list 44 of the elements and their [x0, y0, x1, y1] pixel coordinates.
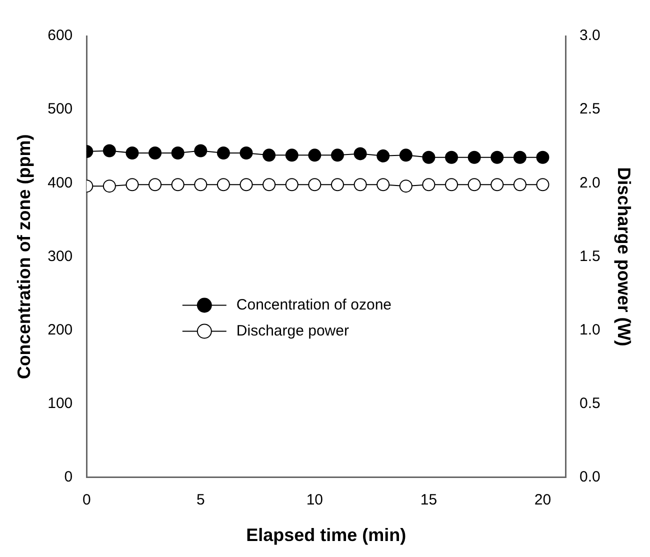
legend-label: Discharge power	[236, 322, 349, 340]
point	[102, 144, 116, 158]
y-tick-label: 600	[48, 27, 73, 44]
y2-tick-label: 2.0	[580, 174, 600, 192]
point	[240, 146, 253, 160]
y-tick-label: 500	[48, 100, 73, 118]
y2-tick-label: 2.5	[580, 100, 600, 118]
point	[376, 149, 390, 162]
point	[490, 150, 504, 164]
point	[536, 150, 550, 164]
x-tick-label: 20	[534, 492, 552, 509]
y-axis-title: Concentration of zone (ppm)	[14, 134, 34, 380]
x-tick-label: 10	[306, 492, 324, 509]
point	[262, 148, 276, 162]
y-tick-label: 200	[48, 321, 73, 338]
y-tick-label: 0	[64, 468, 73, 486]
x-tick-label: 15	[420, 492, 438, 509]
y2-tick-label: 1.0	[580, 321, 600, 338]
y2-tick-label: 0.5	[580, 394, 600, 412]
point	[285, 148, 298, 162]
point	[308, 148, 322, 162]
point	[194, 144, 208, 158]
point	[422, 150, 436, 164]
y-tick-label: 300	[48, 248, 73, 265]
y-tick-label: 400	[48, 174, 73, 192]
point	[513, 150, 526, 164]
x-tick-label: 5	[196, 492, 205, 509]
point	[399, 148, 412, 162]
y2-axis-title: Discharge power (W)	[614, 167, 634, 346]
point	[468, 150, 481, 164]
x-axis-title: Elapsed time (min)	[246, 525, 406, 546]
point	[126, 146, 139, 160]
point	[445, 150, 458, 164]
y2-tick-label: 3.0	[580, 27, 600, 44]
x-tick-label: 0	[82, 492, 91, 509]
point	[216, 146, 230, 160]
point	[330, 148, 344, 162]
point	[148, 146, 162, 160]
legend-label: Concentration of ozone	[236, 296, 392, 314]
point	[171, 146, 184, 160]
y2-tick-label: 0.0	[580, 468, 600, 486]
point	[354, 147, 367, 160]
y2-tick-label: 1.5	[580, 248, 600, 265]
y-tick-label: 100	[48, 394, 73, 412]
